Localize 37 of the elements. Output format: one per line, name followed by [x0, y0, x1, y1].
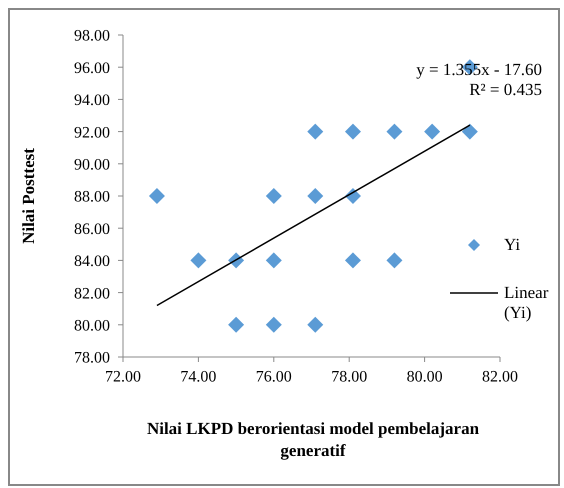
x-axis-title: Nilai LKPD berorientasi model pembelajaran generatif [146, 418, 480, 462]
point [424, 124, 440, 140]
x-tick-label: 82.00 [482, 368, 518, 386]
point [266, 316, 282, 333]
point [344, 124, 361, 140]
y-tick-label: 88.00 [74, 188, 110, 206]
point [266, 188, 282, 204]
x-tick-label: 80.00 [406, 368, 443, 386]
point [344, 252, 361, 268]
point [190, 252, 206, 268]
y-tick-label: 80.00 [74, 317, 110, 334]
x-tick-label: 76.00 [256, 368, 292, 386]
x-tick-label: 72.00 [105, 368, 141, 386]
legend-label: Linear (Yi) [504, 283, 550, 323]
y-tick-label: 82.00 [74, 285, 110, 302]
legend-label: Yi [504, 235, 522, 255]
y-tick-label: 94.00 [74, 92, 110, 110]
point [307, 188, 324, 204]
point [386, 124, 402, 140]
point [148, 188, 165, 204]
y-tick-label: 96.00 [74, 60, 110, 77]
y-tick-label: 90.00 [74, 156, 110, 174]
x-tick-label: 78.00 [331, 368, 368, 386]
point [228, 316, 244, 333]
x-tick-label: 74.00 [180, 368, 216, 386]
y-tick-label: 86.00 [74, 220, 110, 238]
y-tick-label: 92.00 [74, 124, 110, 142]
point [386, 252, 402, 268]
point [462, 124, 478, 140]
point [266, 252, 282, 268]
point [307, 316, 324, 333]
point [307, 124, 324, 140]
y-tick-label: 84.00 [74, 253, 110, 270]
y-tick-label: 98.00 [74, 28, 110, 45]
y-tick-label: 78.00 [74, 350, 110, 367]
annotation: R² = 0.435 [469, 80, 542, 99]
y-axis-title: Nilai Posttest [19, 148, 38, 244]
